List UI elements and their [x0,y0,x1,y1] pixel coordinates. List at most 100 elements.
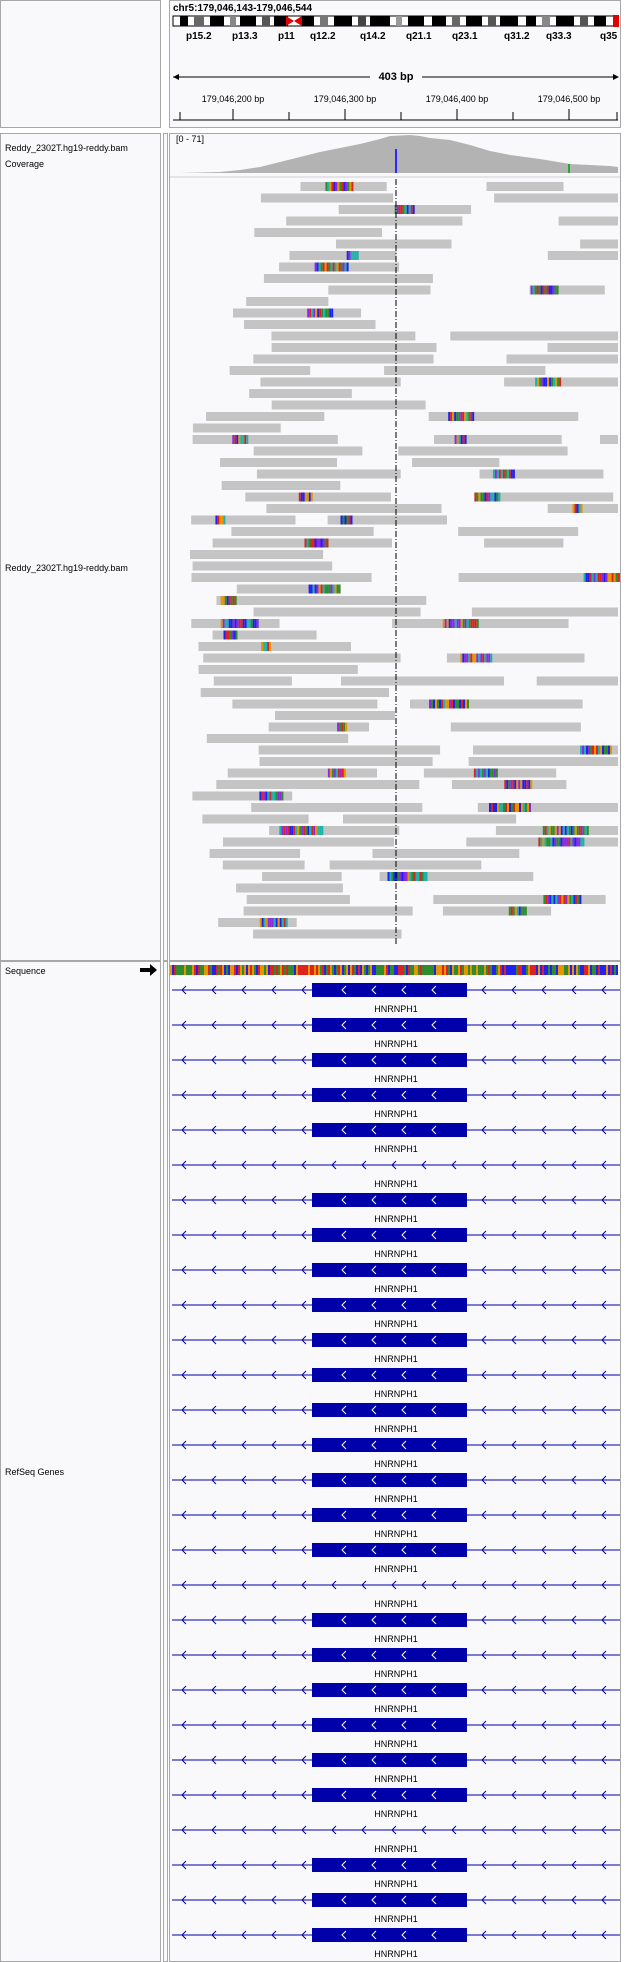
strand-chevron-icon [431,1405,437,1415]
mismatch-base [314,538,317,548]
mismatch-base [523,803,525,812]
mismatch-base [548,826,551,835]
mismatch-base [530,285,533,295]
strand-chevron-icon [371,1020,377,1030]
sequence-base [532,965,534,975]
strand-chevron-icon [331,1825,337,1835]
mismatch-base [480,653,483,663]
mismatch-base [291,826,294,835]
gene-label: HNRNPH1 [374,1109,418,1119]
sequence-base [334,965,336,975]
strand-chevron-icon [371,1685,377,1695]
refseq-genes-track[interactable]: HNRNPH1 HNRNPH1 HNRNPH1 HNRNPH1 HNRNPH1 HNRNP… [170,980,621,1962]
mismatch-base [215,515,218,525]
alignment-data-panel[interactable]: [0 - 71] [169,133,621,961]
mismatch-base [549,895,552,904]
sequence-base [368,965,370,975]
band-label: q21.1 [406,31,432,42]
mismatch-base [269,642,272,651]
mismatch-base [557,895,560,904]
read [275,711,395,720]
sequence-base [450,965,452,975]
read [231,527,374,536]
mismatch-base [228,619,231,628]
strand-chevron-icon [181,1335,187,1345]
strand-chevron-icon [401,1230,407,1240]
alignment-track-name[interactable]: Reddy_2302T.hg19-reddy.bam [5,563,128,573]
mismatch-base [404,205,407,214]
strand-chevron-icon [211,1825,217,1835]
sequence-base [208,965,210,975]
strand-chevron-icon [271,1860,277,1870]
strand-chevron-icon [571,1545,577,1555]
mismatch-base [559,377,562,387]
sequence-base [516,965,518,975]
strand-chevron-icon [401,1090,407,1100]
strand-chevron-icon [371,1440,377,1450]
sequence-base [538,965,540,975]
strand-chevron-icon [371,1405,377,1415]
mismatch-base [542,826,545,835]
refseq-track-name[interactable]: RefSeq Genes [5,1467,65,1477]
read [206,734,349,743]
coverage-track[interactable] [170,134,621,174]
read [256,469,401,479]
mismatch-base [342,515,345,525]
chromosome-ideogram[interactable]: p15.2 p13.3 p11 q12.2 q14.2 q21.1 q23.1 … [170,15,621,45]
mismatch-base [566,826,569,835]
sequence-base [470,965,472,975]
mismatch-base [410,205,413,214]
strand-arrow-icon[interactable] [140,964,158,976]
ruler[interactable]: 403 bp 179,046,200 bp 179,046,300 bp 179… [170,59,621,128]
mismatch-base [403,872,406,881]
read [271,343,437,352]
read [434,435,562,444]
mismatch-base [339,768,342,778]
sequence-base [232,965,234,975]
feature-data-panel[interactable]: HNRNPH1 HNRNPH1 HNRNPH1 HNRNPH1 HNRNPH1 HNRNP… [169,961,621,1962]
sequence-track[interactable] [170,965,621,977]
sequence-base [350,965,352,975]
strand-chevron-icon [181,1475,187,1485]
mismatch-base [538,837,541,847]
mismatch-base [504,469,507,479]
strand-chevron-icon [511,1055,517,1065]
strand-chevron-icon [541,1230,547,1240]
mismatch-base [305,826,308,835]
strand-chevron-icon [401,1440,407,1450]
coverage-track-name[interactable]: Reddy_2302T.hg19-reddy.bam Coverage [5,143,128,169]
mismatch-base [572,504,575,513]
strand-chevron-icon [271,1475,277,1485]
strand-chevron-icon [541,1580,547,1590]
sequence-base [478,965,480,975]
mismatch-base [467,699,469,709]
read [286,216,463,226]
strand-chevron-icon [511,1230,517,1240]
strand-chevron-icon [571,1790,577,1800]
strand-chevron-icon [211,1195,217,1205]
mismatch-base [543,377,546,387]
mismatch-base [448,412,451,421]
sequence-track-name[interactable]: Sequence [5,966,46,976]
mismatch-base [314,262,317,272]
mismatch-base [412,205,415,214]
sequence-base [512,965,514,975]
strand-chevron-icon [511,1720,517,1730]
mismatch-base [477,768,480,778]
sequence-base [544,965,546,975]
sequence-base [616,965,618,975]
gene-exon [312,983,467,997]
mismatch-base [547,377,550,387]
strand-chevron-icon [371,1090,377,1100]
sequence-base [458,965,460,975]
mismatch-base [458,435,461,444]
mismatch-base [462,619,465,628]
sequence-base [546,965,548,975]
strand-chevron-icon [181,1545,187,1555]
strand-chevron-icon [401,1300,407,1310]
strand-chevron-icon [361,1160,367,1170]
mismatch-base [319,308,322,318]
mismatch-base [484,492,487,502]
mismatch-base [317,826,320,835]
alignment-track[interactable] [170,174,621,954]
